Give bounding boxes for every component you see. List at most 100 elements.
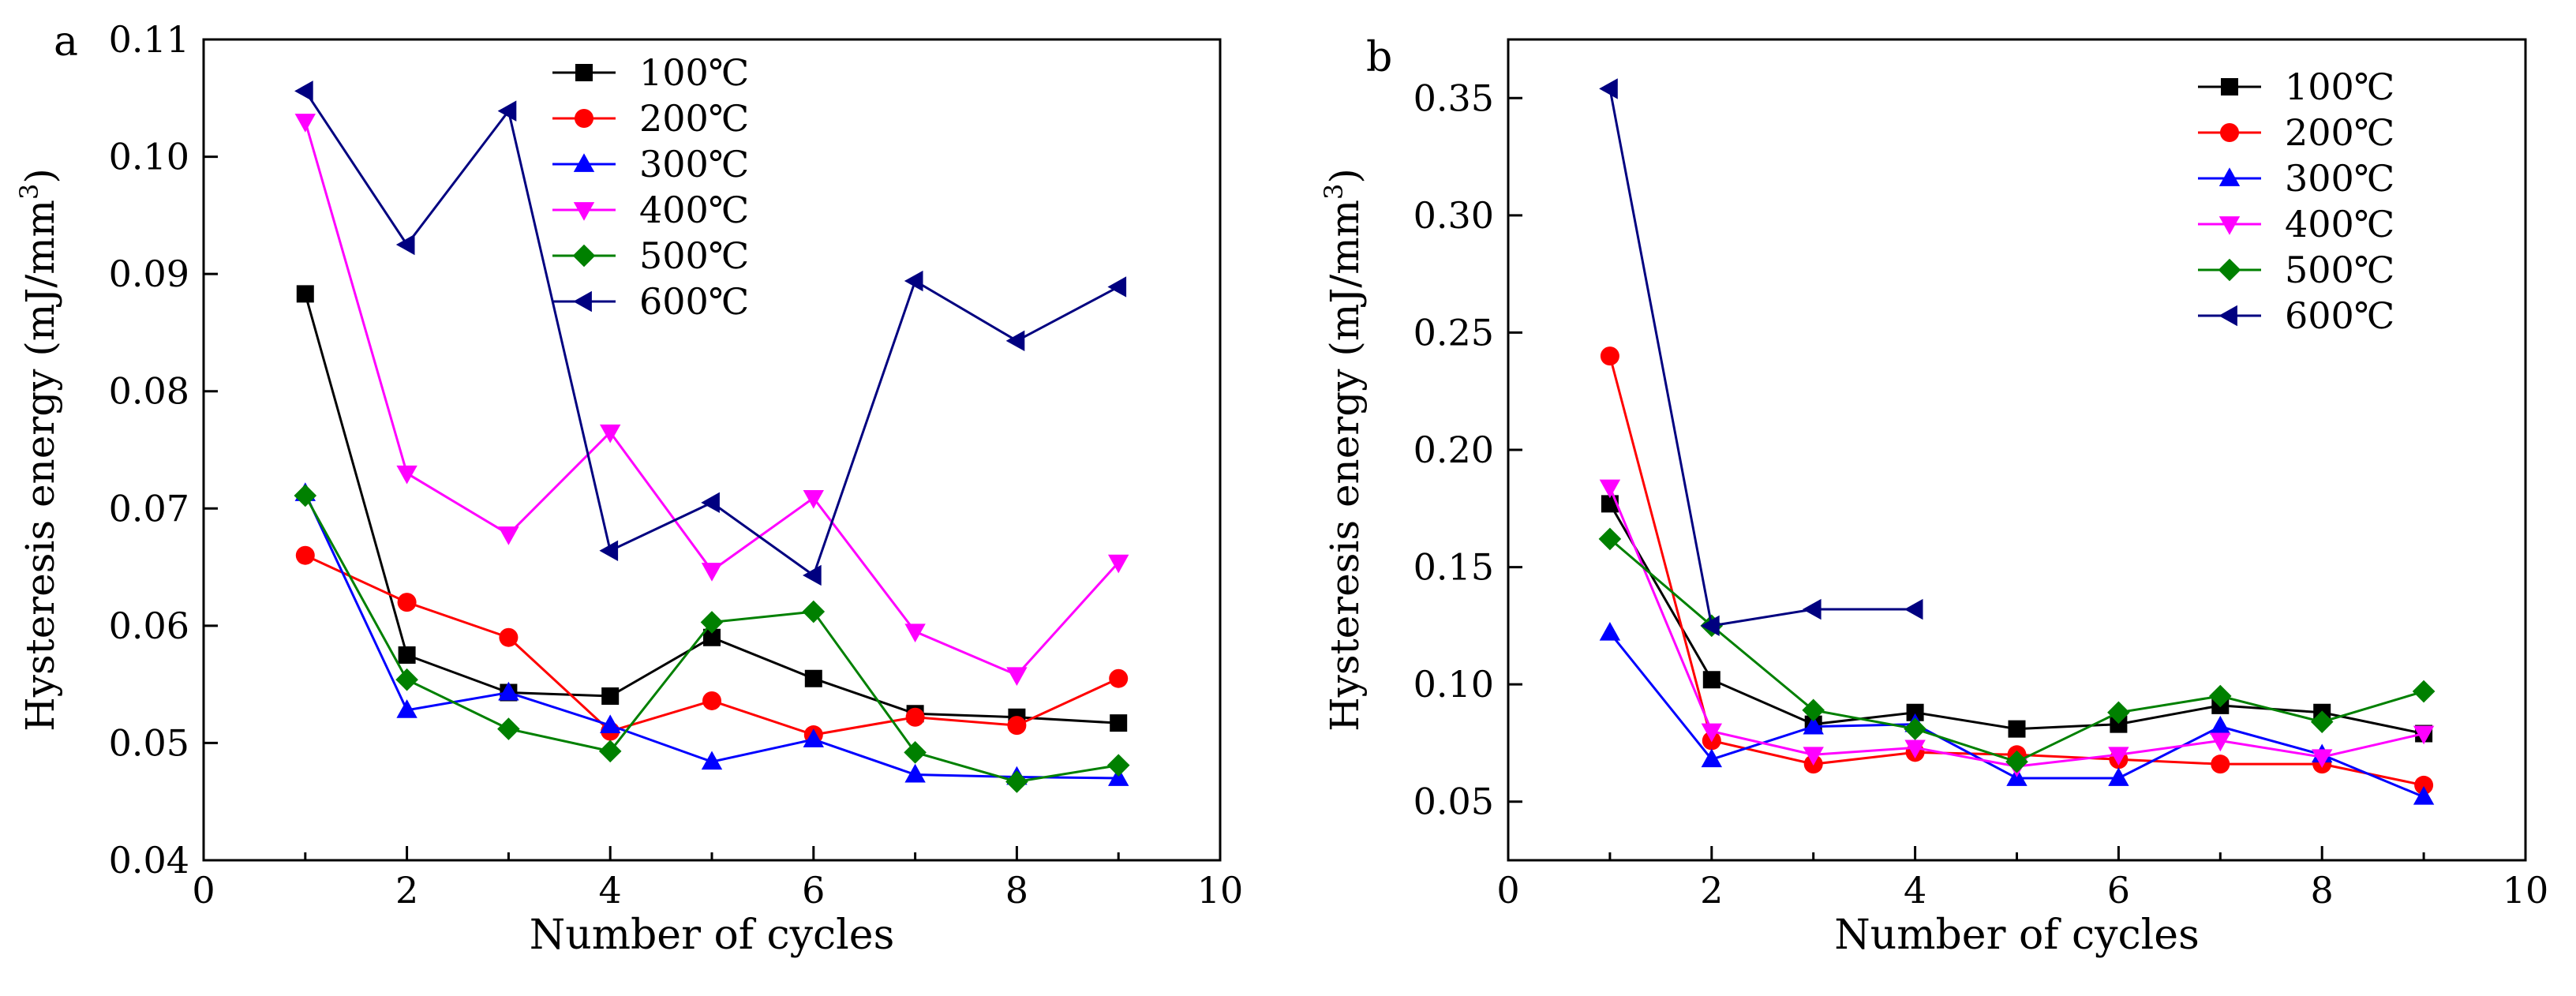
y-axis-label-end: ) (1322, 168, 1368, 184)
y-tick-label: 0.07 (109, 487, 189, 530)
data-point (1600, 346, 1619, 366)
x-tick-label: 8 (1005, 869, 1028, 912)
series-3 (294, 114, 1129, 687)
y-tick-label: 0.10 (1413, 663, 1494, 706)
data-point (395, 668, 418, 691)
data-point (1802, 598, 1822, 620)
legend-label: 500℃ (2285, 249, 2394, 291)
data-point (2008, 720, 2026, 738)
data-point (1005, 330, 1025, 352)
data-point (803, 564, 822, 586)
data-point (1598, 527, 1622, 551)
series-5 (294, 81, 1127, 586)
legend-label: 300℃ (2285, 157, 2394, 200)
data-point (703, 628, 721, 646)
x-tick-label: 4 (599, 869, 622, 912)
x-tick-label: 0 (192, 869, 215, 912)
series-4 (1598, 527, 2436, 773)
legend-label: 600℃ (639, 280, 749, 323)
data-point (1701, 748, 1722, 768)
panel-label: a (54, 18, 78, 66)
y-tick-label: 0.06 (109, 605, 189, 647)
data-point (294, 114, 316, 133)
data-point (2211, 754, 2230, 774)
legend-label: 200℃ (2285, 111, 2394, 154)
legend-entry: 200℃ (2198, 111, 2394, 154)
legend-label: 400℃ (639, 189, 749, 231)
data-point (294, 81, 313, 102)
data-point (2110, 715, 2128, 733)
data-point (905, 707, 925, 727)
data-point (803, 728, 824, 747)
y-axis-label: Hysteresis energy (mJ/mm3) (14, 168, 63, 732)
y-tick-label: 0.11 (109, 18, 189, 61)
legend-entry: 400℃ (552, 189, 749, 231)
legend-marker (575, 109, 593, 128)
data-point (2108, 767, 2129, 786)
legend-entry: 100℃ (2198, 66, 2394, 108)
data-point (802, 600, 826, 623)
legend-marker (575, 64, 593, 81)
legend-entry: 300℃ (552, 143, 749, 185)
y-axis-label-text: Hysteresis energy (mJ/mm (1322, 200, 1368, 732)
data-point (701, 492, 720, 514)
x-tick-label: 4 (1904, 869, 1926, 912)
y-tick-label: 0.30 (1413, 194, 1494, 237)
data-point (1005, 770, 1028, 793)
legend-marker (2218, 258, 2241, 282)
y-axis-label-text: Hysteresis energy (mJ/mm (17, 200, 63, 732)
y-tick-label: 0.25 (1413, 311, 1494, 354)
data-point (1802, 698, 1825, 722)
panel-label: b (1366, 34, 1392, 81)
x-tick-label: 0 (1496, 869, 1519, 912)
chart-panel-b: 0 2 4 6 8 10 0.05 0.10 0.15 0.20 0.25 0.30 0.35 Numbe… (1319, 34, 2548, 959)
data-point (600, 714, 621, 734)
series-line (1608, 88, 1915, 627)
data-point (2209, 684, 2232, 708)
data-point (2413, 725, 2435, 745)
data-point (497, 717, 520, 740)
data-point (700, 611, 724, 634)
data-point (2005, 750, 2028, 773)
x-tick-label: 6 (802, 869, 825, 912)
y-tick-label: 0.35 (1413, 77, 1494, 119)
data-point (803, 490, 824, 509)
data-point (396, 465, 417, 485)
legend-label: 200℃ (639, 97, 749, 140)
x-axis-label: Number of cycles (1834, 912, 2200, 959)
data-point (498, 526, 519, 545)
data-point (1007, 716, 1027, 736)
data-point (296, 285, 314, 303)
data-point (1108, 554, 1129, 574)
data-point (599, 540, 619, 561)
data-point (2312, 749, 2333, 769)
data-point (1906, 703, 1924, 721)
legend-label: 400℃ (2285, 203, 2394, 245)
legend-marker (2220, 123, 2239, 142)
legend-entry: 500℃ (2198, 249, 2394, 291)
y-axis-label-superscript: 3 (14, 184, 44, 200)
x-tick-label: 10 (2503, 869, 2549, 912)
data-point (1599, 479, 1621, 499)
data-point (294, 484, 317, 507)
data-point (2210, 715, 2231, 735)
legend-marker (573, 290, 592, 313)
legend-marker (573, 202, 595, 221)
data-point (904, 741, 927, 764)
data-point (499, 627, 519, 647)
data-point (702, 691, 721, 710)
y-axis-label-superscript: 3 (1319, 184, 1349, 200)
legend-marker (2218, 305, 2237, 327)
data-point (701, 563, 723, 582)
data-point (2413, 786, 2435, 805)
legend-entry: 100℃ (552, 51, 749, 94)
y-tick-label: 0.10 (109, 136, 189, 178)
data-point (1904, 740, 1926, 759)
y-tick-label: 0.15 (1413, 546, 1494, 589)
legend-label: 600℃ (2285, 294, 2394, 337)
data-point (804, 669, 822, 687)
y-axis-label: Hysteresis energy (mJ/mm3) (1319, 168, 1368, 732)
legend-marker (2218, 216, 2241, 235)
legend-label: 300℃ (639, 143, 749, 185)
